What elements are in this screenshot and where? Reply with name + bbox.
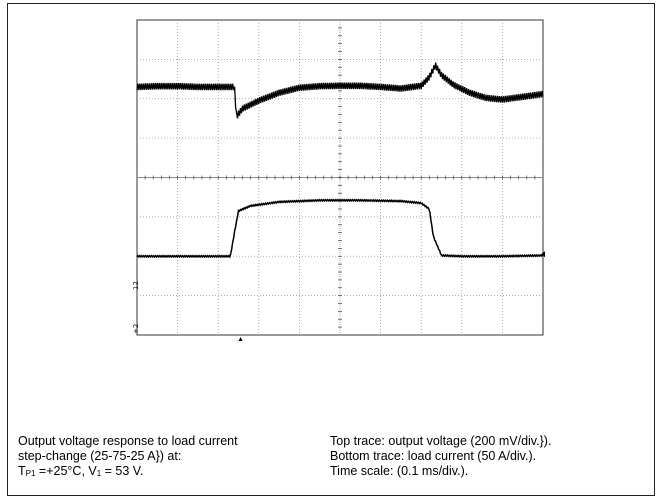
- figure-frame: [7, 3, 655, 496]
- load-current-trace: [136, 198, 544, 259]
- caption-top-trace: Top trace: output voltage (200 mV/div.})…: [330, 434, 552, 448]
- caption-left-line-2: step-change (25-75-25 A}) at:: [18, 449, 182, 463]
- voltage-value: = 53 V.: [101, 464, 144, 478]
- caption-left-line-3: TP1 =+25°C, V1 = 53 V.: [18, 464, 318, 481]
- trigger-level-marker: [541, 251, 545, 258]
- caption-time-scale: Time scale: (0.1 ms/div.).: [330, 464, 469, 478]
- caption-left-line-1: Output voltage response to load current: [18, 434, 238, 448]
- temp-symbol: T: [18, 464, 26, 478]
- output-voltage-trace: [136, 62, 544, 119]
- scope-grid: [136, 19, 544, 336]
- scope-markers: [238, 251, 545, 341]
- temp-subscript: P1: [25, 469, 36, 478]
- temp-value: =+25°C, V: [35, 464, 97, 478]
- trigger-marker-bottom: [238, 337, 243, 341]
- caption-left: Output voltage response to load current …: [18, 434, 318, 481]
- channel-label-1: 12: [132, 281, 140, 290]
- channel-label-2: +2: [132, 324, 140, 334]
- voltage-subscript: 1: [96, 469, 102, 478]
- caption-right: Top trace: output voltage (200 mV/div.})…: [330, 434, 650, 479]
- oscilloscope-chart: 12 +2: [132, 19, 545, 341]
- caption-bottom-trace: Bottom trace: load current (50 A/div.).: [330, 449, 537, 463]
